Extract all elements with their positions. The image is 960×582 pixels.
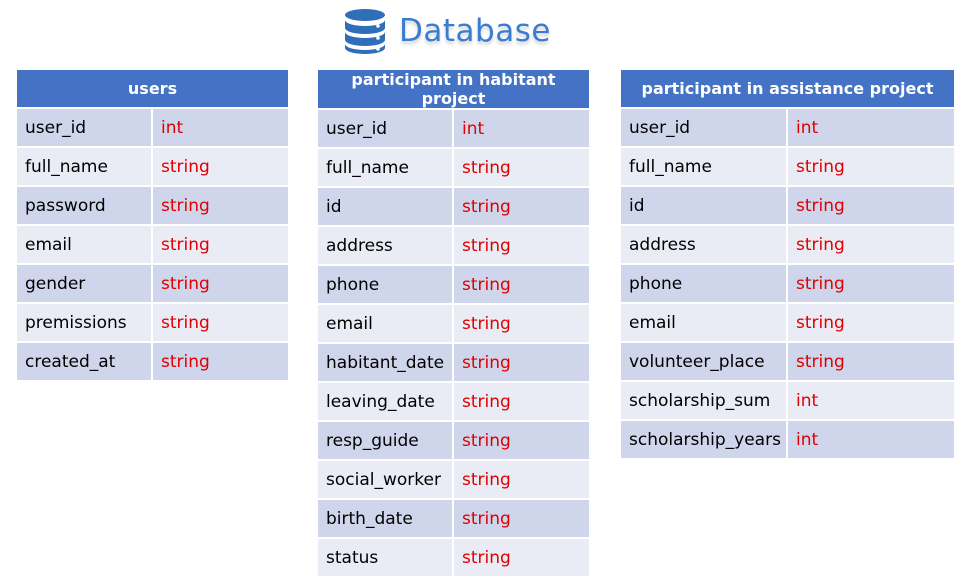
table-row: id string bbox=[621, 186, 954, 226]
field-name: gender bbox=[17, 264, 153, 304]
field-name: scholarship_years bbox=[621, 420, 788, 460]
field-type: int bbox=[787, 108, 954, 148]
table-header: participant in habitant project bbox=[318, 70, 589, 110]
table-row: user_id int bbox=[17, 108, 288, 148]
database-icon bbox=[345, 9, 385, 54]
field-name: scholarship_sum bbox=[621, 381, 788, 421]
table-participant-assistance-project: participant in assistance project user_i… bbox=[621, 70, 954, 460]
field-type: string bbox=[787, 186, 954, 226]
field-type: string bbox=[453, 382, 589, 422]
field-type: string bbox=[152, 225, 288, 265]
table-row: address string bbox=[621, 225, 954, 265]
field-type: int bbox=[787, 420, 954, 460]
field-name: resp_guide bbox=[318, 421, 454, 461]
table-row: full_name string bbox=[621, 147, 954, 187]
table-row: user_id int bbox=[318, 109, 589, 149]
table-participant-habitant-project: participant in habitant project user_id i… bbox=[318, 70, 589, 578]
field-type: string bbox=[453, 226, 589, 266]
field-type: string bbox=[787, 303, 954, 343]
table-row: habitant_date string bbox=[318, 343, 589, 383]
table-header: participant in assistance project bbox=[621, 70, 954, 109]
field-type: string bbox=[453, 538, 589, 578]
diagram-title: Database bbox=[343, 6, 551, 56]
field-name: password bbox=[17, 186, 153, 226]
table-row: status string bbox=[318, 538, 589, 578]
table-row: social_worker string bbox=[318, 460, 589, 500]
field-type: string bbox=[453, 499, 589, 539]
field-type: string bbox=[152, 186, 288, 226]
field-name: phone bbox=[621, 264, 788, 304]
table-row: gender string bbox=[17, 264, 288, 304]
table-row: volunteer_place string bbox=[621, 342, 954, 382]
field-name: user_id bbox=[17, 108, 153, 148]
table-row: password string bbox=[17, 186, 288, 226]
field-type: string bbox=[787, 342, 954, 382]
field-name: email bbox=[318, 304, 454, 344]
field-type: string bbox=[152, 303, 288, 343]
field-type: int bbox=[787, 381, 954, 421]
table-row: phone string bbox=[318, 265, 589, 305]
field-type: string bbox=[152, 342, 288, 382]
table-row: address string bbox=[318, 226, 589, 266]
field-type: string bbox=[787, 147, 954, 187]
table-row: phone string bbox=[621, 264, 954, 304]
field-type: int bbox=[152, 108, 288, 148]
field-name: status bbox=[318, 538, 454, 578]
field-name: full_name bbox=[621, 147, 788, 187]
table-row: email string bbox=[318, 304, 589, 344]
table-row: birth_date string bbox=[318, 499, 589, 539]
field-name: social_worker bbox=[318, 460, 454, 500]
field-name: created_at bbox=[17, 342, 153, 382]
table-row: user_id int bbox=[621, 108, 954, 148]
field-name: address bbox=[318, 226, 454, 266]
field-name: id bbox=[318, 187, 454, 227]
field-name: premissions bbox=[17, 303, 153, 343]
field-type: string bbox=[152, 264, 288, 304]
table-row: premissions string bbox=[17, 303, 288, 343]
field-name: id bbox=[621, 186, 788, 226]
field-type: string bbox=[453, 421, 589, 461]
table-row: id string bbox=[318, 187, 589, 227]
field-type: string bbox=[787, 264, 954, 304]
field-type: string bbox=[453, 304, 589, 344]
field-type: string bbox=[453, 460, 589, 500]
field-name: phone bbox=[318, 265, 454, 305]
field-name: habitant_date bbox=[318, 343, 454, 383]
field-type: string bbox=[453, 343, 589, 383]
field-name: full_name bbox=[318, 148, 454, 188]
table-header: users bbox=[17, 70, 288, 109]
field-name: birth_date bbox=[318, 499, 454, 539]
table-row: email string bbox=[17, 225, 288, 265]
field-name: leaving_date bbox=[318, 382, 454, 422]
field-type: string bbox=[453, 148, 589, 188]
table-row: full_name string bbox=[17, 147, 288, 187]
field-name: user_id bbox=[318, 109, 454, 149]
table-row: scholarship_years int bbox=[621, 420, 954, 460]
field-type: string bbox=[787, 225, 954, 265]
page-title: Database bbox=[399, 13, 551, 49]
field-name: email bbox=[621, 303, 788, 343]
table-users: users user_id int full_name string password s… bbox=[17, 70, 288, 382]
field-type: string bbox=[453, 265, 589, 305]
field-type: string bbox=[152, 147, 288, 187]
field-name: volunteer_place bbox=[621, 342, 788, 382]
table-row: full_name string bbox=[318, 148, 589, 188]
table-row: email string bbox=[621, 303, 954, 343]
field-name: user_id bbox=[621, 108, 788, 148]
field-name: full_name bbox=[17, 147, 153, 187]
field-name: email bbox=[17, 225, 153, 265]
table-row: resp_guide string bbox=[318, 421, 589, 461]
table-row: created_at string bbox=[17, 342, 288, 382]
field-name: address bbox=[621, 225, 788, 265]
table-row: scholarship_sum int bbox=[621, 381, 954, 421]
table-row: leaving_date string bbox=[318, 382, 589, 422]
field-type: int bbox=[453, 109, 589, 149]
field-type: string bbox=[453, 187, 589, 227]
